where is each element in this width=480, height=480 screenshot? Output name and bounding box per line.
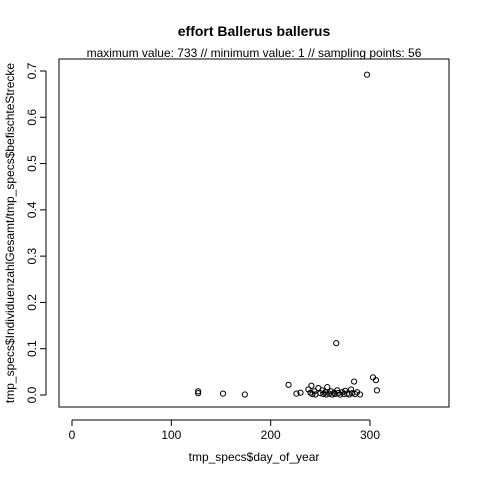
x-tick-label: 200 (261, 428, 281, 442)
y-axis-label: tmp_specs$IndividuenzahlGesamt/tmp_specs… (3, 63, 17, 404)
y-tick-label: 0.5 (25, 155, 39, 172)
x-axis-label: tmp_specs$day_of_year (189, 450, 320, 464)
data-point (242, 392, 247, 397)
y-tick-label: 0.6 (25, 109, 39, 126)
y-tick-label: 0.3 (25, 247, 39, 264)
plot-frame (59, 59, 449, 407)
x-axis: 0 100 200 300 (69, 420, 381, 442)
data-point (364, 72, 369, 77)
x-tick-label: 100 (161, 428, 181, 442)
chart-subtitle: maximum value: 733 // minimum value: 1 /… (87, 46, 422, 60)
data-point (352, 379, 357, 384)
data-point (220, 391, 225, 396)
y-tick-label: 0.7 (25, 62, 39, 79)
x-tick-label: 300 (360, 428, 380, 442)
x-tick-label: 0 (69, 428, 76, 442)
y-tick-label: 0.4 (25, 201, 39, 218)
y-tick-label: 0.0 (25, 386, 39, 403)
data-point (309, 383, 314, 388)
data-point (286, 382, 291, 387)
data-point (325, 385, 330, 390)
data-point (334, 341, 339, 346)
y-tick-label: 0.2 (25, 294, 39, 311)
data-points (196, 72, 380, 397)
chart-title: effort Ballerus ballerus (178, 23, 331, 39)
data-point (374, 388, 379, 393)
y-axis: 0.0 0.1 0.2 0.3 0.4 0.5 0.6 0.7 (25, 62, 46, 403)
y-tick-label: 0.1 (25, 340, 39, 357)
